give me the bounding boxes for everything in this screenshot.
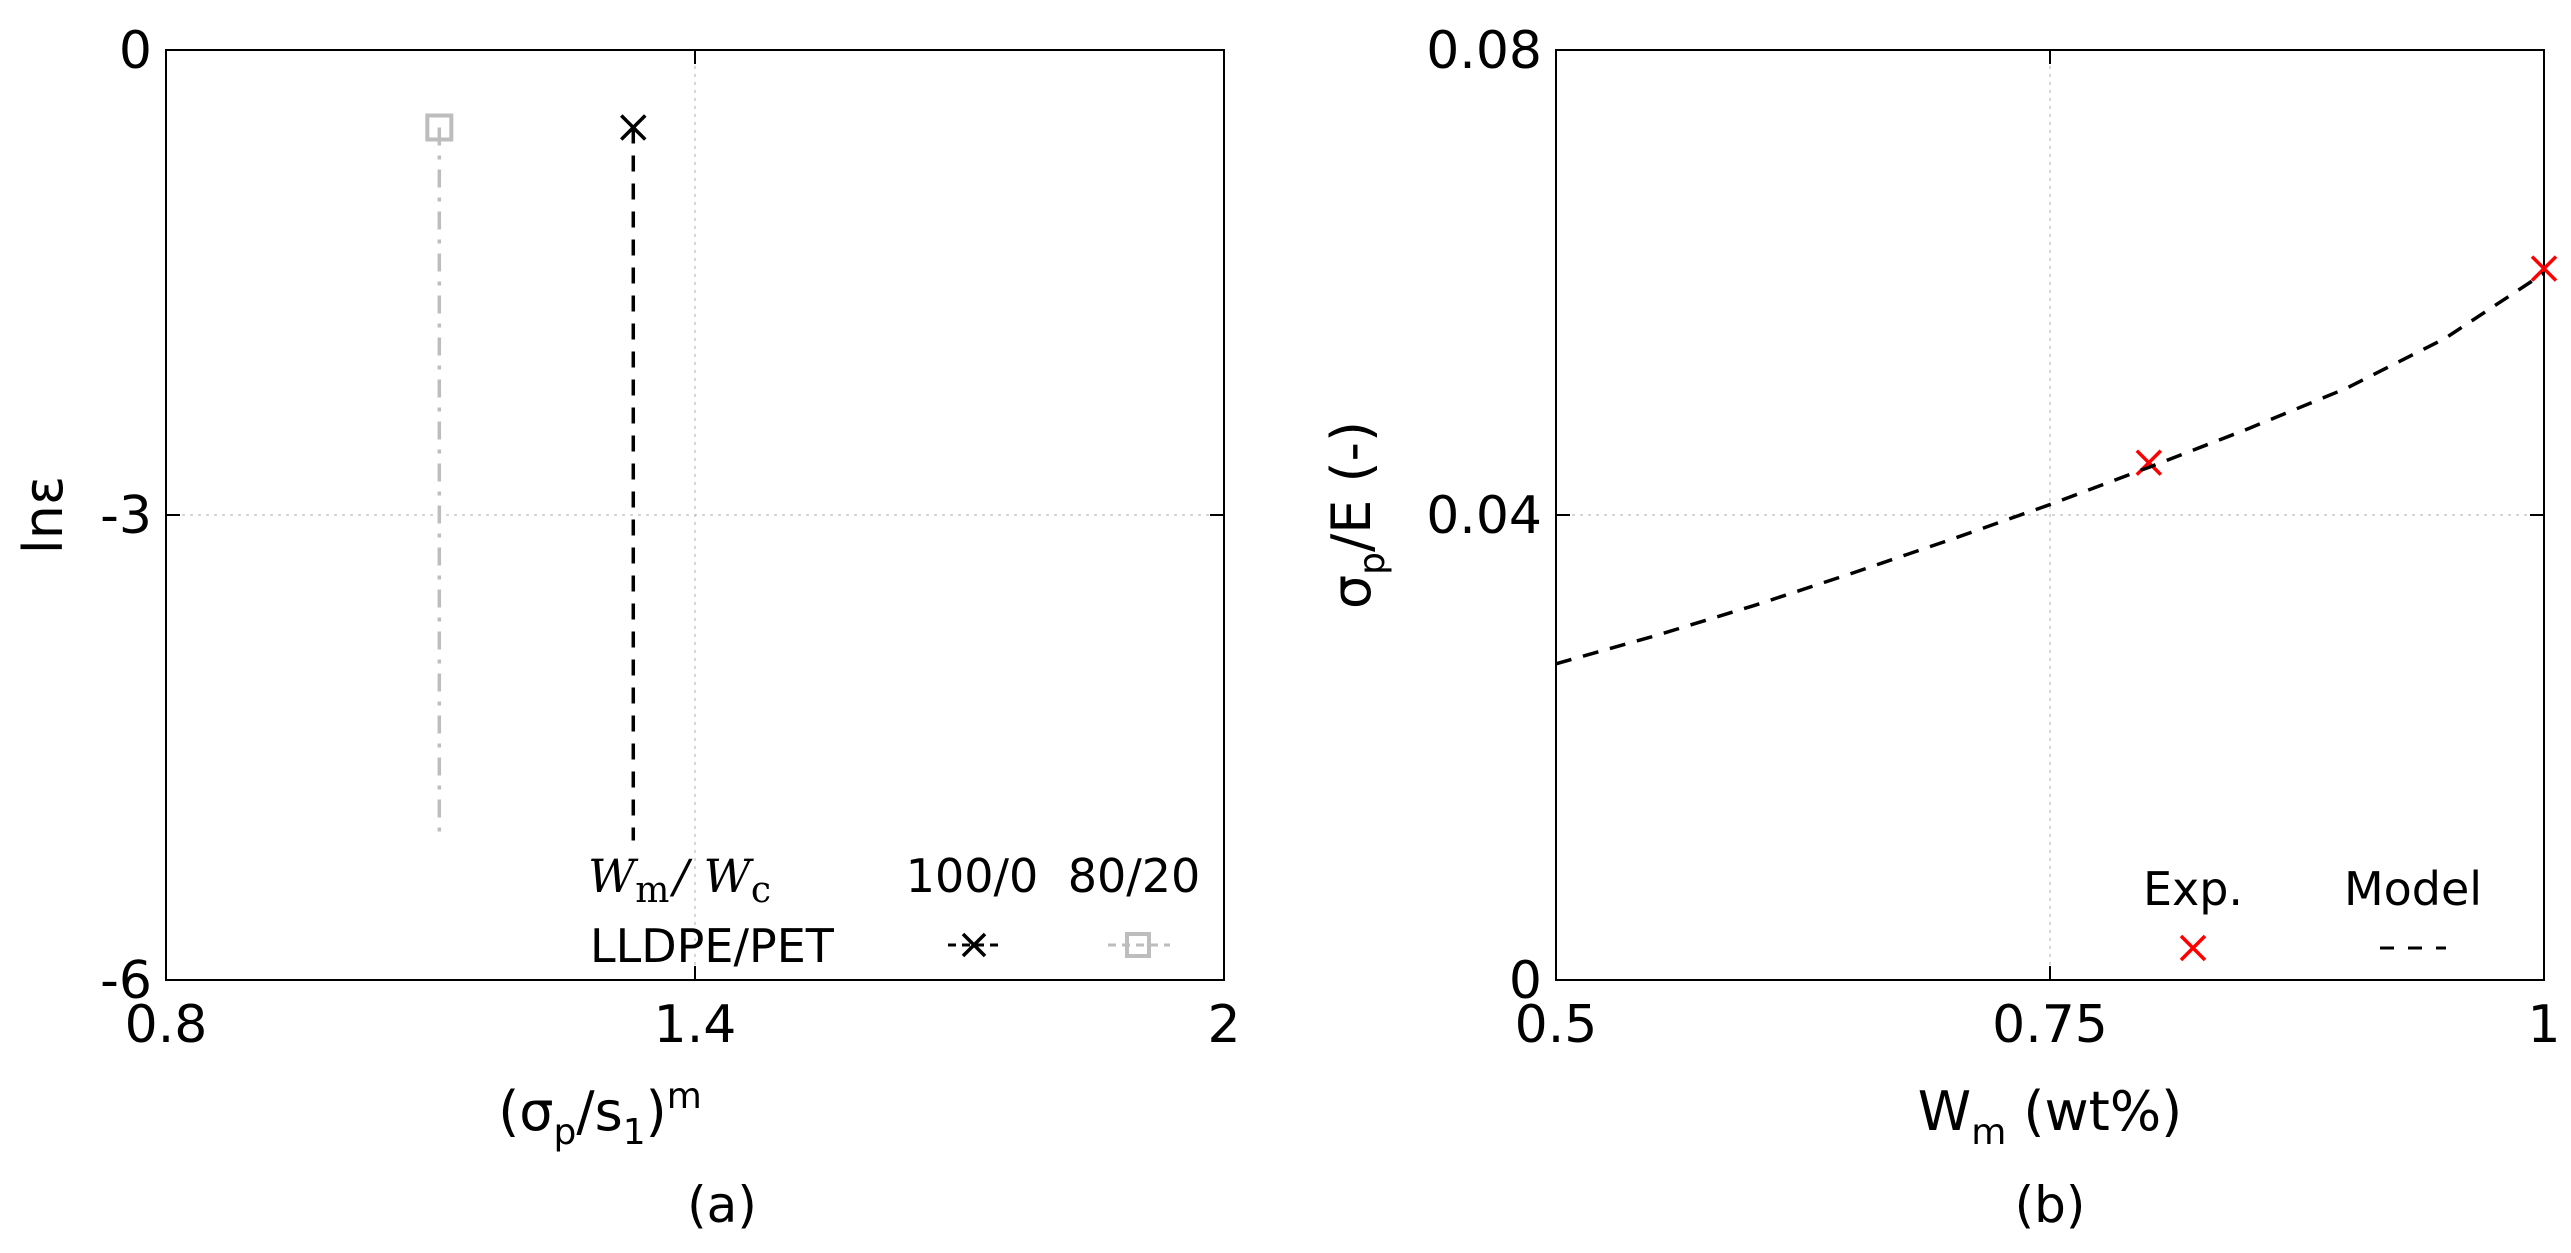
- series-b-model-line: [1555, 271, 2545, 666]
- x-tick-label: 0.8: [125, 995, 208, 1055]
- grid-a: [166, 50, 1224, 980]
- legend-row-label-a: LLDPE/PET: [590, 919, 835, 973]
- legend-sample-marker-100-0-stroke-2: [961, 932, 987, 958]
- y-tick-label: 0: [119, 21, 152, 81]
- y-tick-label: 0.04: [1426, 486, 1542, 546]
- legend-label-exp: Exp.: [2143, 862, 2243, 916]
- legend-header-ratio-a: Wm/ Wc: [588, 849, 771, 911]
- grid-b: [1556, 50, 2544, 980]
- y-tick-label: 0: [1509, 951, 1542, 1011]
- panel-caption-b: (b): [2015, 1176, 2086, 1234]
- series-b-exp--point-stroke-2: [2530, 255, 2558, 282]
- x-axis-label-a: (σp/s1)m: [498, 1076, 702, 1153]
- legend-samples-b: [2179, 934, 2446, 962]
- panel-a: 0.8 1.4 2 0 -3 -6 lnε (σp/s1)m Wm/ Wc LLDPE/P…: [12, 21, 1241, 1234]
- x-tick-label: 1: [2527, 995, 2560, 1055]
- x-axis-label-b: Wm (wt%): [1918, 1080, 2182, 1153]
- x-tick-label: 0.75: [1992, 995, 2108, 1055]
- panel-caption-a: (a): [687, 1176, 757, 1234]
- legend-sample-marker-exp-stroke-2: [2179, 934, 2207, 962]
- x-tick-label: 1.4: [654, 995, 737, 1055]
- series-a-100-0-point: [620, 114, 647, 141]
- ticks-a: 0.8 1.4 2 0 -3 -6: [100, 21, 1240, 1055]
- legend-a: Wm/ Wc LLDPE/PET 100/0 80/20: [588, 849, 1200, 973]
- legend-sample-marker-exp: [2179, 934, 2207, 962]
- series-a-80-20-point: [425, 113, 454, 142]
- series-b: [1555, 255, 2558, 666]
- series-a: [425, 113, 647, 841]
- y-tick-label: -3: [100, 486, 152, 546]
- x-tick-label: 2: [1207, 995, 1240, 1055]
- legend-b: Exp. Model: [2143, 862, 2482, 962]
- series-b-exp--point: [2135, 449, 2163, 476]
- legend-sample-marker-80-20: [1125, 932, 1151, 958]
- y-tick-label: 0.08: [1426, 21, 1542, 81]
- y-axis-label-b: σp/E (-): [1320, 421, 1393, 609]
- panel-b: 0.5 0.75 1 0 0.04 0.08 σp/E (-) Wm (wt%) Exp.…: [1320, 21, 2561, 1234]
- y-tick-label: -6: [100, 951, 152, 1011]
- ticks-b: 0.5 0.75 1 0 0.04 0.08: [1426, 21, 2560, 1055]
- legend-samples-a: [948, 932, 1170, 958]
- legend-sample-marker-100-0: [961, 932, 987, 958]
- legend-label-100-0: 100/0: [906, 849, 1039, 903]
- series-a-100-0-point-stroke-2: [620, 114, 647, 141]
- x-tick-label: 0.5: [1515, 995, 1598, 1055]
- legend-label-model: Model: [2344, 862, 2482, 916]
- legend-label-80-20: 80/20: [1068, 849, 1201, 903]
- series-b-exp--point: [2530, 255, 2558, 282]
- y-axis-label-a: lnε: [12, 476, 75, 554]
